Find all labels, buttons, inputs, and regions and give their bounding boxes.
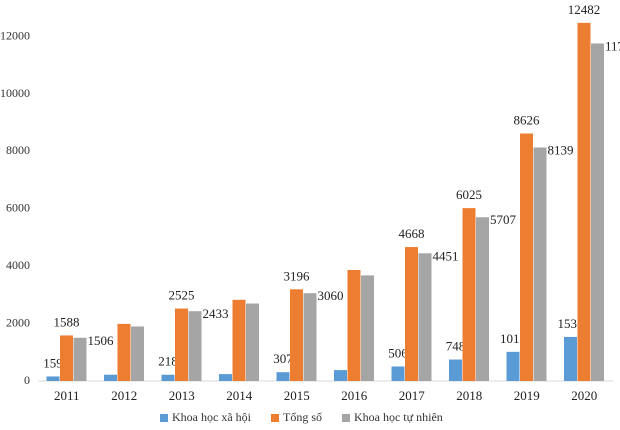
x-tick-label: 2016 [341, 388, 368, 403]
data-label: 159 [43, 355, 63, 370]
bar [219, 374, 232, 381]
bar [564, 336, 577, 381]
data-label: 8139 [548, 142, 574, 157]
data-label: 218 [158, 354, 178, 369]
bar [276, 372, 290, 381]
bar [418, 253, 432, 381]
data-label: 5707 [490, 212, 517, 227]
bar [46, 376, 60, 381]
bar [188, 311, 202, 381]
x-tick-label: 2017 [399, 388, 426, 403]
bar [449, 359, 462, 381]
data-label: 11765 [605, 38, 620, 53]
bar [577, 22, 591, 382]
bar [520, 133, 533, 381]
data-label: 307 [273, 351, 293, 366]
bar [232, 299, 246, 381]
data-label: 1506 [88, 333, 115, 348]
data-label: 1588 [54, 314, 80, 329]
x-tick-label: 2015 [284, 388, 310, 403]
y-tick-label: 6000 [6, 201, 30, 215]
bar [131, 326, 144, 381]
legend-swatch [341, 414, 350, 422]
legend-swatch [270, 414, 279, 422]
bar [347, 269, 361, 381]
bar [391, 366, 405, 381]
data-label: 6025 [456, 187, 482, 202]
legend-swatch [160, 414, 168, 422]
x-tick-label: 2019 [514, 388, 540, 403]
data-label: 2433 [203, 306, 229, 321]
bar [117, 323, 131, 381]
data-label: 4451 [433, 248, 459, 263]
y-tick-label: 10000 [0, 86, 30, 100]
y-tick-label: 8000 [6, 143, 30, 157]
data-label: 1536 [558, 316, 585, 331]
data-label: 3060 [318, 288, 344, 303]
x-tick-label: 2013 [169, 388, 195, 403]
bar [175, 308, 188, 381]
bar [246, 303, 259, 381]
y-tick-label: 12000 [0, 28, 30, 42]
bar [361, 275, 374, 381]
bar [506, 351, 520, 381]
x-tick-label: 2018 [456, 388, 482, 403]
x-tick-label: 2011 [54, 388, 80, 403]
bar [476, 217, 489, 381]
bar [334, 370, 347, 381]
bar [462, 208, 476, 381]
bar [290, 289, 303, 381]
bar [533, 147, 547, 381]
bar [104, 374, 117, 381]
legend-label: Khoa học tự nhiên [354, 410, 443, 424]
x-tick-label: 2012 [111, 388, 137, 403]
x-tick-label: 2020 [571, 388, 597, 403]
y-tick-label: 0 [24, 373, 30, 387]
y-tick-label: 4000 [6, 258, 30, 272]
data-label: 506 [388, 345, 408, 360]
data-label: 1016 [500, 331, 527, 346]
data-label: 12482 [568, 2, 601, 17]
legend-label: Tổng số [283, 410, 322, 424]
bar [405, 247, 418, 381]
bar [303, 293, 317, 381]
x-tick-label: 2014 [226, 388, 253, 403]
data-label: 3196 [284, 268, 311, 283]
y-tick-label: 2000 [6, 315, 30, 329]
data-label: 8626 [514, 112, 541, 127]
data-label: 748 [446, 339, 466, 354]
bar [73, 337, 87, 381]
data-label: 4668 [399, 226, 425, 241]
legend-label: Khoa học xã hội [172, 410, 252, 424]
bar [591, 43, 604, 382]
bar [60, 335, 73, 381]
bar [161, 374, 175, 381]
data-label: 2525 [169, 288, 195, 303]
